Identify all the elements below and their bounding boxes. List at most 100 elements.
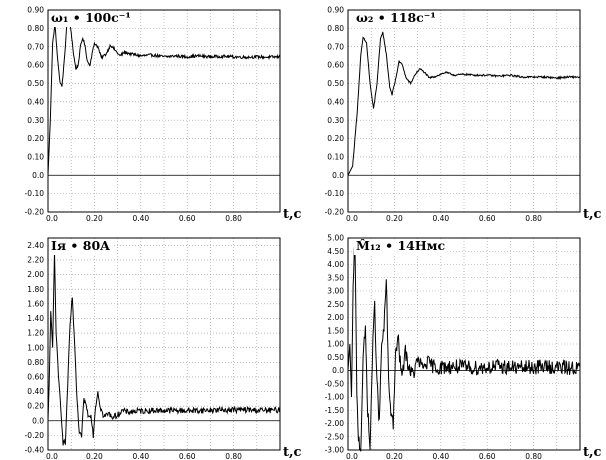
x-axis-label: t,c (283, 445, 302, 460)
x-tick-label: 0.40 (132, 452, 149, 460)
y-tick-label: 2.50 (327, 300, 344, 309)
y-tick-label: 0.30 (327, 116, 344, 125)
x-axis-label: t,c (583, 207, 602, 222)
x-axis-label: t,c (583, 445, 602, 460)
y-tick-label: 0.40 (327, 97, 344, 106)
y-tick-label: -0.20 (325, 208, 345, 217)
y-tick-label: -0.10 (325, 189, 345, 198)
x-tick-label: 0.40 (432, 452, 449, 460)
x-tick-label: 0.60 (479, 452, 496, 460)
y-tick-label: 0.80 (327, 24, 344, 33)
y-tick-label: 0.0 (32, 416, 44, 425)
x-tick-label: 0.80 (225, 452, 242, 460)
y-tick-label: 0.0 (332, 171, 344, 180)
y-tick-label: -0.20 (25, 208, 45, 217)
y-tick-label: 1.50 (327, 326, 344, 335)
y-tick-label: 2.00 (27, 270, 44, 279)
title-backing (49, 11, 133, 27)
plot-frame (347, 237, 581, 451)
x-tick-label: 0.40 (132, 214, 149, 223)
x-tick-label: 0.80 (225, 214, 242, 223)
y-tick-label: 1.00 (327, 340, 344, 349)
plot-frame (47, 237, 281, 451)
y-tick-label: 0.90 (327, 6, 344, 15)
title-backing (49, 239, 113, 255)
x-tick-label: 0.60 (179, 214, 196, 223)
y-tick-label: 0.80 (27, 24, 44, 33)
chart-title: M̂₁₂ • 14Нмс (356, 238, 446, 253)
y-tick-label: 0.0 (332, 366, 344, 375)
x-tick-label: 0.0 (346, 214, 358, 223)
plot-frame (47, 9, 281, 213)
y-tick-label: 0.60 (27, 61, 44, 70)
chart-title: ω₂ • 118c⁻¹ (356, 10, 436, 25)
x-tick-label: 0.0 (46, 452, 58, 460)
y-tick-label: 2.20 (27, 256, 44, 265)
chart-panel-3: -0.40 -0.20 0.0 0.20 0.40 0.60 0.80 1.00 1.20 1.4… (25, 237, 302, 460)
y-tick-label: 0.70 (327, 42, 344, 51)
title-backing (354, 11, 438, 27)
series-line-1 (47, 16, 281, 176)
y-tick-label: 0.20 (27, 134, 44, 143)
chart-title: ω₁ • 100c⁻¹ (51, 10, 131, 25)
series-line-1 (347, 243, 581, 452)
y-tick-label: 0.60 (27, 372, 44, 381)
x-tick-label: 0.20 (86, 214, 103, 223)
y-tick-label: -2.00 (325, 419, 345, 428)
y-tick-label: -1.50 (325, 406, 345, 415)
y-tick-label: 0.50 (27, 79, 44, 88)
y-tick-label: -2.50 (325, 432, 345, 441)
y-tick-label: 5.00 (327, 234, 344, 243)
y-tick-label: 0.40 (27, 97, 44, 106)
chart-title: Iя • 80A (51, 238, 110, 253)
plot-frame (347, 9, 581, 213)
title-backing (354, 239, 448, 255)
y-tick-label: 1.20 (27, 329, 44, 338)
y-tick-label: 0.10 (327, 153, 344, 162)
y-tick-label: -0.10 (25, 189, 45, 198)
x-tick-label: 0.80 (525, 452, 542, 460)
y-tick-label: -0.40 (25, 446, 45, 455)
series-line-1 (47, 252, 281, 446)
y-tick-label: 2.40 (27, 241, 44, 250)
y-tick-label: 0.0 (32, 171, 44, 180)
chart-panel-4: -3.00 -2.50 -2.00 -1.50 -1.00 -0.50 0.0 0.50 1.0… (325, 234, 602, 460)
y-tick-label: -0.50 (325, 379, 345, 388)
x-tick-label: 0.0 (46, 214, 58, 223)
x-tick-label: 0.20 (86, 452, 103, 460)
x-tick-label: 0.20 (386, 214, 403, 223)
y-tick-label: -0.20 (25, 431, 45, 440)
x-tick-label: 0.80 (525, 214, 542, 223)
y-tick-label: 4.00 (327, 260, 344, 269)
x-axis-label: t,c (283, 207, 302, 222)
x-tick-label: 0.60 (479, 214, 496, 223)
y-tick-label: 0.90 (27, 6, 44, 15)
y-tick-label: 3.50 (327, 273, 344, 282)
y-tick-label: 1.60 (27, 299, 44, 308)
y-tick-label: 2.00 (327, 313, 344, 322)
y-tick-label: -1.00 (325, 393, 345, 402)
y-tick-label: 0.60 (327, 61, 344, 70)
y-tick-label: 0.50 (327, 353, 344, 362)
y-tick-label: 0.50 (327, 79, 344, 88)
y-tick-label: 3.00 (327, 287, 344, 296)
series-line-1 (347, 31, 581, 176)
y-tick-label: 1.40 (27, 314, 44, 323)
y-tick-label: 0.20 (327, 134, 344, 143)
y-tick-label: 1.80 (27, 285, 44, 294)
y-tick-label: 0.30 (27, 116, 44, 125)
x-tick-label: 0.40 (432, 214, 449, 223)
y-tick-label: -3.00 (325, 446, 345, 455)
x-tick-label: 0.60 (179, 452, 196, 460)
y-tick-label: 0.80 (27, 358, 44, 367)
y-tick-label: 4.50 (327, 247, 344, 256)
y-tick-label: 0.10 (27, 153, 44, 162)
chart-panel-2: -0.20 -0.10 0.0 0.10 0.20 0.30 0.40 0.50 0.60 0.7… (325, 6, 602, 223)
y-tick-label: 0.70 (27, 42, 44, 51)
chart-panel-1: -0.20 -0.10 0.0 0.10 0.20 0.30 0.40 0.50 0.60 0.7… (25, 6, 302, 223)
y-tick-label: 1.00 (27, 343, 44, 352)
y-tick-label: 0.40 (27, 387, 44, 396)
x-tick-label: 0.20 (386, 452, 403, 460)
x-tick-label: 0.0 (346, 452, 358, 460)
